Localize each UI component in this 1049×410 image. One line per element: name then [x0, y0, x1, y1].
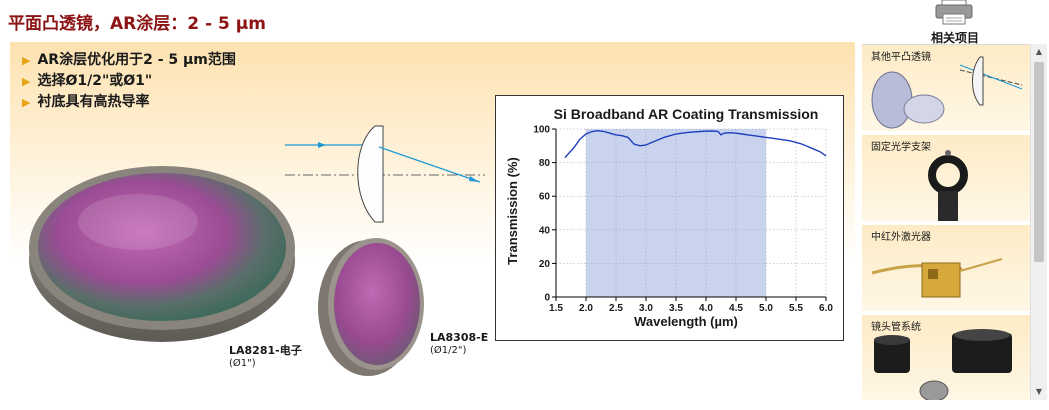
- x-tick-label: 2.5: [609, 303, 623, 314]
- y-axis-label: Transmission (%): [505, 157, 520, 265]
- feature-list: ▶ AR涂层优化用于2 - 5 µm范围 ▶ 选择Ø1/2"或Ø1" ▶ 衬底具有高热…: [22, 50, 236, 113]
- ray-arrow-icon: [318, 142, 326, 148]
- fixed-optic-mount-icon: [928, 150, 968, 221]
- printer-icon[interactable]: [934, 0, 974, 26]
- mid-ir-laser-icon: [871, 258, 1003, 298]
- related-item-label: 镜头管系统: [871, 322, 921, 333]
- product-caption-large: LA8281-电子 (Ø1"): [229, 344, 302, 370]
- scroll-up-icon[interactable]: ▲: [1035, 47, 1043, 56]
- y-tick-label: 20: [539, 259, 551, 270]
- related-item-fixed-mounts[interactable]: 固定光学支架: [862, 135, 1030, 223]
- y-tick-label: 80: [539, 158, 551, 169]
- plano-convex-lens-icon: [871, 56, 1023, 129]
- related-item-other-lenses[interactable]: 其他平凸透镜: [862, 45, 1030, 133]
- x-tick-label: 5.5: [789, 303, 803, 314]
- part-number[interactable]: LA8308-E: [430, 331, 489, 344]
- part-size: (Ø1/2"): [430, 345, 467, 356]
- bullet-arrow-icon: ▶: [22, 96, 31, 109]
- lens-ray-diagram: [285, 125, 485, 223]
- product-caption-small: LA8308-E (Ø1/2"): [430, 331, 488, 357]
- chart-canvas: Si Broadband AR Coating Transmission Wav…: [505, 106, 833, 329]
- part-number[interactable]: LA8281-电子: [229, 344, 302, 357]
- feature-item: ▶ 衬底具有高热导率: [22, 94, 150, 110]
- bullet-arrow-icon: ▶: [22, 75, 31, 88]
- chart-title: Si Broadband AR Coating Transmission: [554, 106, 819, 122]
- page-title: 平面凸透镜，AR涂层：2 - 5 µm: [8, 14, 266, 34]
- ray-arrow-icon: [469, 176, 479, 182]
- related-item-mid-ir-lasers[interactable]: 中红外激光器: [862, 225, 1030, 313]
- plano-convex-lens-icon: [357, 125, 384, 223]
- sidebar-scrollbar[interactable]: ▲ ▼: [1030, 44, 1047, 400]
- x-tick-label: 3.5: [669, 303, 683, 314]
- series-line: [564, 129, 827, 159]
- related-item-lens-tubes[interactable]: 镜头管系统: [862, 315, 1030, 400]
- related-item-label: 其他平凸透镜: [871, 52, 931, 63]
- x-tick-label: 6.0: [819, 303, 833, 314]
- x-tick-label: 3.0: [639, 303, 653, 314]
- y-tick-label: 100: [533, 125, 550, 136]
- lens-photo-small: [318, 238, 424, 376]
- y-tick-label: 0: [544, 293, 550, 304]
- lens-tube-system-icon: [874, 329, 1012, 400]
- x-tick-label: 4.0: [699, 303, 713, 314]
- feature-item: ▶ AR涂层优化用于2 - 5 µm范围: [22, 52, 236, 68]
- y-tick-label: 60: [539, 192, 551, 203]
- related-item-label: 固定光学支架: [871, 142, 931, 153]
- feature-item: ▶ 选择Ø1/2"或Ø1": [22, 73, 153, 89]
- part-size: (Ø1"): [229, 358, 256, 369]
- x-tick-label: 1.5: [549, 303, 563, 314]
- x-axis-label: Wavelength (µm): [634, 314, 738, 329]
- x-tick-label: 2.0: [579, 303, 593, 314]
- transmission-chart: Si Broadband AR Coating Transmission Wav…: [495, 95, 844, 341]
- related-item-label: 中红外激光器: [871, 232, 931, 243]
- lens-photo-large: [29, 166, 295, 342]
- scroll-thumb[interactable]: [1034, 62, 1044, 262]
- scroll-down-icon[interactable]: ▼: [1035, 387, 1043, 396]
- x-tick-label: 5.0: [759, 303, 773, 314]
- bullet-arrow-icon: ▶: [22, 54, 31, 67]
- y-tick-label: 40: [539, 225, 551, 236]
- related-items-title: 相关项目: [930, 31, 979, 45]
- related-items-list: 其他平凸透镜 固定光学支架 中红外激光器: [862, 44, 1030, 400]
- refracted-ray: [378, 146, 481, 183]
- x-tick-label: 4.5: [729, 303, 743, 314]
